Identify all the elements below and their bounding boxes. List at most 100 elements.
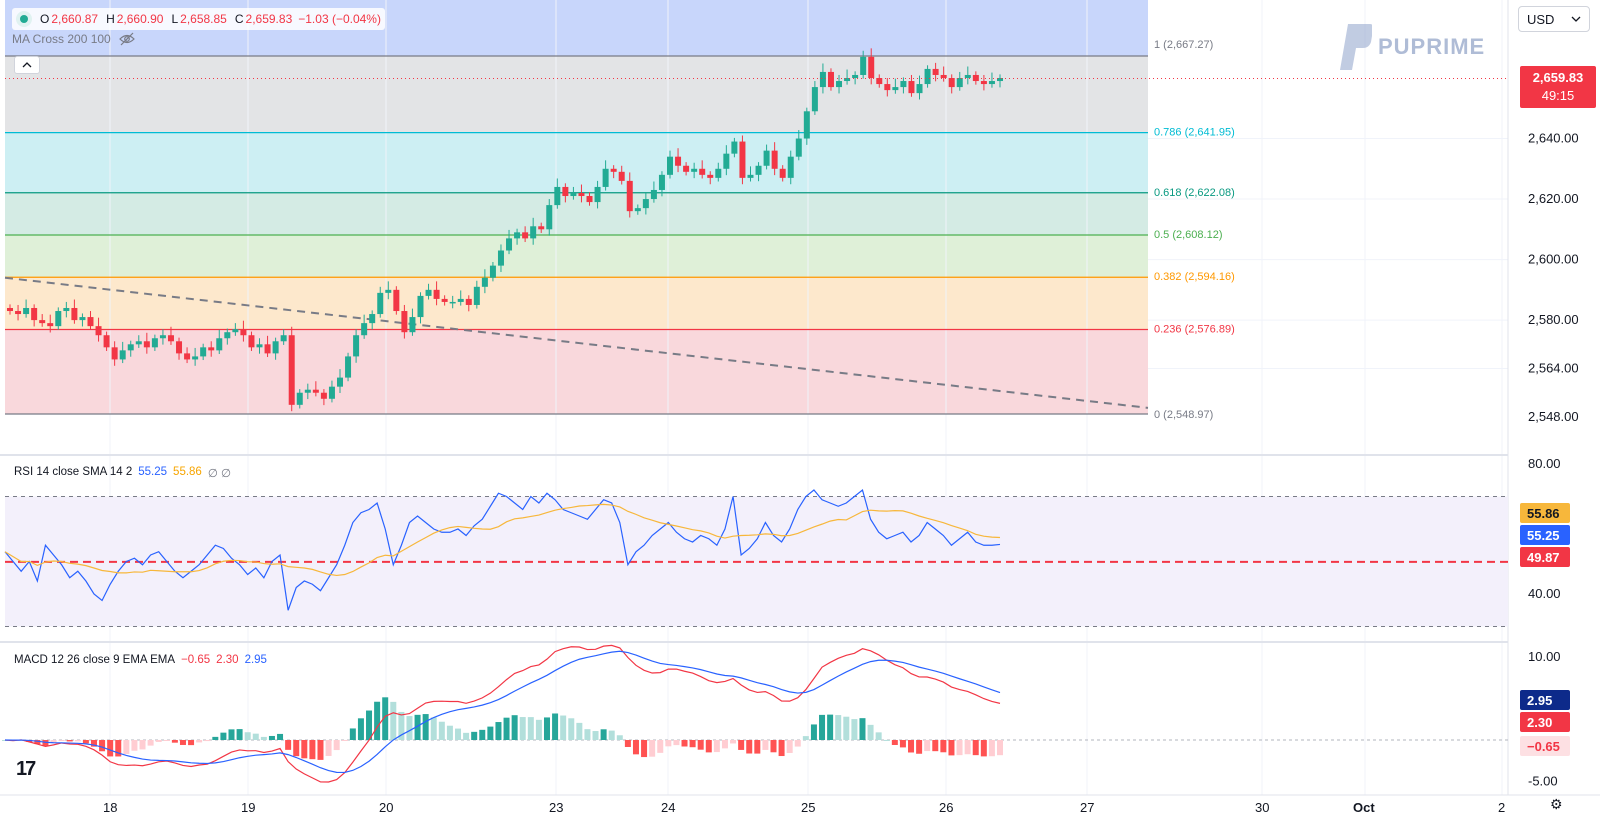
candle-body [184,353,191,360]
macd-histogram-bar [430,717,437,740]
macd-histogram-bar [179,740,186,745]
tradingview-logo[interactable]: 17 [16,758,36,780]
macd-histogram-bar [139,740,146,750]
candle-body [23,307,30,315]
macd-histogram-bar [438,721,445,740]
candle-body [642,199,649,209]
macd-histogram-bar [721,740,728,749]
collapse-legend-button[interactable] [14,56,40,74]
macd-histogram-bar [204,740,211,742]
candle-body [15,311,22,315]
candle-body [997,78,1003,82]
fib-level-label: 0.786 (2,641.95) [1154,127,1235,139]
candle-body [369,314,376,324]
macd-value-tag-label: 2.30 [1527,715,1552,730]
macd-histogram-bar [268,735,275,740]
candle-body [409,317,416,333]
macd-histogram-bar [786,740,793,753]
macd-histogram-bar [859,718,866,740]
macd-histogram-bar [624,740,631,747]
candle-body [972,74,979,82]
candle-body [441,298,448,302]
candle-body [731,141,738,154]
candle-body [827,71,834,88]
candle-body [385,289,392,293]
macd-histogram-bar [244,732,251,740]
candle-body [208,347,215,351]
price-axis-label: 2,548.00 [1528,409,1579,424]
ohlc-legend: O 2,660.87 H 2,660.90 L 2,658.85 C 2,659… [12,8,385,30]
rsi-value-tag [1520,547,1570,567]
macd-histogram-bar [511,715,518,740]
macd-histogram-bar [552,713,559,740]
rsi-value-tag [1520,503,1570,523]
macd-histogram-bar [908,740,915,753]
candle-body [465,298,472,305]
macd-histogram-bar [366,710,373,740]
macd-histogram-bar [754,740,761,754]
fib-level-label: 1 (2,667.27) [1154,39,1213,51]
chevron-up-icon [22,62,32,68]
macd-histogram-bar [495,722,502,740]
macd-legend[interactable]: MACD 12 26 close 9 EMA EMA −0.65 2.30 2.… [14,654,267,666]
fib-band [5,192,1148,235]
candle-body [860,56,867,75]
ma-indicator-legend[interactable]: MA Cross 200 100 [12,32,135,46]
candle-body [988,81,995,85]
macd-histogram-bar [463,732,470,740]
candle-body [844,78,851,82]
candle-body [288,335,295,405]
candle-body [634,208,641,212]
macd-histogram-bar [851,719,858,740]
macd-histogram-value: −0.65 [181,654,211,666]
macd-histogram-bar [301,740,308,759]
currency-select[interactable]: USD [1518,6,1590,32]
ma-indicator-label: MA Cross 200 100 [12,32,111,46]
macd-histogram-bar [390,701,397,740]
macd-histogram-bar [446,725,453,740]
candle-body [449,301,456,304]
candle-body [304,389,311,393]
macd-histogram-bar [341,740,348,741]
candle-body [47,323,54,327]
close-value: 2,659.83 [245,12,293,26]
macd-histogram-bar [705,740,712,753]
candle-body [932,68,939,75]
price-axis-label: 2,620.00 [1528,191,1579,206]
candle-body [658,174,665,190]
eye-off-icon[interactable] [118,32,135,46]
macd-histogram-bar [681,740,688,747]
candle-body [836,81,843,88]
candle-body [892,87,899,91]
candle-body [554,186,561,206]
gear-icon[interactable]: ⚙ [1550,796,1563,812]
rsi-legend[interactable]: RSI 14 close SMA 14 2 55.25 55.86 ∅ ∅ [14,466,231,480]
macd-histogram-bar [730,740,737,744]
macd-histogram-bar [99,740,106,752]
rsi-value-tag [1520,525,1570,545]
time-axis-label: 19 [241,800,255,815]
candle-body [522,232,529,239]
signal-line [4,650,1001,774]
candle-body [87,317,94,327]
time-axis-label: 30 [1255,800,1269,815]
candle-body [618,171,625,181]
macd-histogram-bar [940,740,947,753]
candle-body [908,81,915,94]
fib-band [5,132,1148,193]
candle-body [159,335,166,339]
macd-histogram-bar [738,740,745,750]
candle-body [119,350,126,360]
candle-body [353,335,360,357]
macd-histogram-bar [487,726,494,740]
candle-body [562,186,569,197]
candle-body [586,196,593,203]
time-axis-label: Oct [1353,800,1375,815]
candle-body [224,332,231,339]
macd-histogram-bar [228,729,235,740]
candle-body [916,84,923,94]
macd-histogram-bar [827,714,834,740]
price-axis-label: 2,600.00 [1528,252,1579,267]
candle-body [55,311,62,327]
